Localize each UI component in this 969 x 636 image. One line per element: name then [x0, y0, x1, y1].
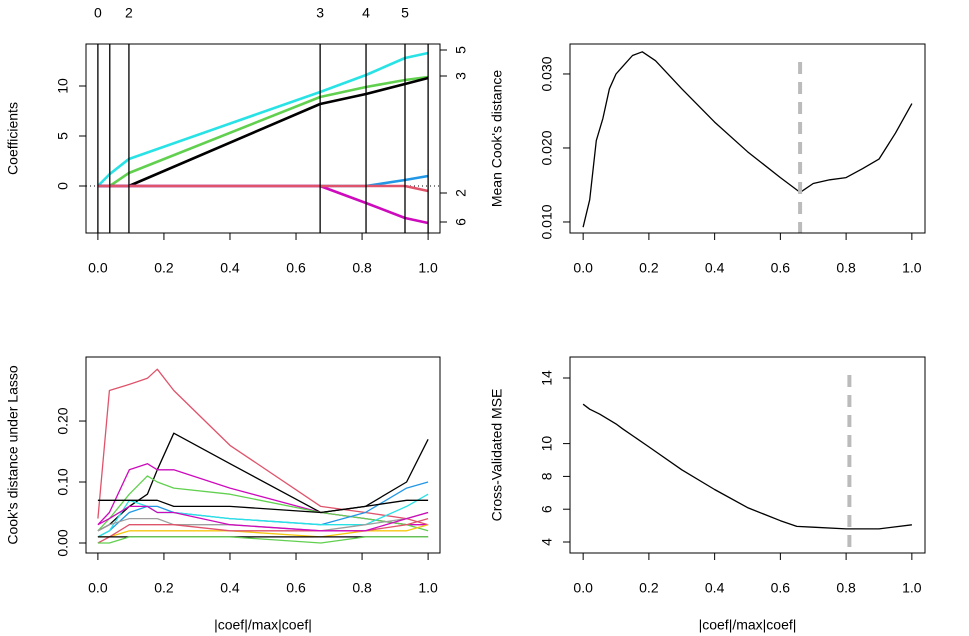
y-tick-label: 4 [539, 538, 555, 546]
y-tick-label: 0 [55, 182, 71, 190]
series-line [582, 51, 913, 228]
series-line [582, 403, 912, 530]
y-tick-label: 0.20 [55, 407, 71, 434]
y-tick-label: 5 [55, 132, 71, 140]
plot-box [85, 43, 441, 234]
top-tick-label: 0 [94, 5, 102, 21]
x-tick-label: 0.8 [352, 260, 372, 276]
y-axis-label: Cook's distance under Lasso [5, 365, 21, 545]
series-line [97, 432, 429, 532]
x-tick-label: 0.6 [771, 580, 791, 596]
x-tick-label: 1.0 [418, 260, 438, 276]
x-tick-label: 0.8 [836, 580, 856, 596]
x-tick-label: 0.2 [154, 580, 174, 596]
x-tick-label: 0.2 [154, 260, 174, 276]
x-tick-label: 1.0 [418, 580, 438, 596]
x-tick-label: 0.4 [220, 260, 240, 276]
x-tick-label: 0.4 [705, 580, 725, 596]
y2-tick-label: 3 [453, 72, 469, 80]
series-line [97, 505, 429, 532]
y2-tick-label: 5 [453, 46, 469, 54]
top-tick-label: 2 [125, 5, 133, 21]
x-tick-label: 0.6 [286, 260, 306, 276]
series-line [97, 184, 429, 193]
top-tick-label: 4 [362, 5, 370, 21]
y-tick-label: 10 [539, 436, 555, 452]
y-axis-label: Cross-Validated MSE [489, 389, 505, 522]
x-tick-label: 0.0 [573, 580, 593, 596]
y-axis-label: Mean Cook's distance [489, 70, 505, 208]
y-tick-label: 0.00 [55, 529, 71, 556]
plot-box [569, 43, 926, 234]
top-tick-label: 3 [316, 5, 324, 21]
top-tick-label: 5 [401, 5, 409, 21]
series-line [97, 524, 429, 538]
y-tick-label: 0.10 [55, 468, 71, 495]
y-tick-label: 6 [539, 505, 555, 513]
y-tick-label: 14 [539, 370, 555, 386]
y-axis-label: Coefficients [5, 102, 21, 175]
y-tick-label: 0.020 [539, 130, 555, 165]
x-axis-label: |coef|/max|coef| [214, 617, 312, 633]
series-line [97, 76, 429, 188]
y2-tick-label: 6 [453, 218, 469, 226]
y-tick-label: 8 [539, 472, 555, 480]
series-line [97, 75, 429, 188]
x-tick-label: 0.8 [836, 260, 856, 276]
series-line [97, 475, 429, 532]
series-line [97, 368, 429, 526]
x-axis-label: |coef|/max|coef| [699, 617, 797, 633]
y2-tick-label: 2 [453, 189, 469, 197]
x-tick-label: 0.0 [88, 260, 108, 276]
plot-box [85, 356, 441, 554]
plot-box [569, 356, 926, 554]
series-line [97, 184, 429, 225]
x-tick-label: 1.0 [902, 580, 922, 596]
x-tick-label: 0.6 [286, 580, 306, 596]
x-tick-label: 0.4 [220, 580, 240, 596]
x-tick-label: 0.2 [639, 260, 659, 276]
series-line [97, 517, 429, 544]
x-tick-label: 0.0 [573, 260, 593, 276]
x-tick-label: 0.8 [352, 580, 372, 596]
x-tick-label: 0.4 [705, 260, 725, 276]
y-tick-label: 10 [55, 78, 71, 94]
x-tick-label: 0.2 [639, 580, 659, 596]
x-tick-label: 0.0 [88, 580, 108, 596]
series-line [97, 499, 429, 514]
x-tick-label: 1.0 [902, 260, 922, 276]
y-tick-label: 0.030 [539, 56, 555, 91]
series-line [97, 536, 429, 544]
x-tick-label: 0.6 [771, 260, 791, 276]
y-tick-label: 0.010 [539, 204, 555, 239]
series-line [97, 511, 429, 532]
